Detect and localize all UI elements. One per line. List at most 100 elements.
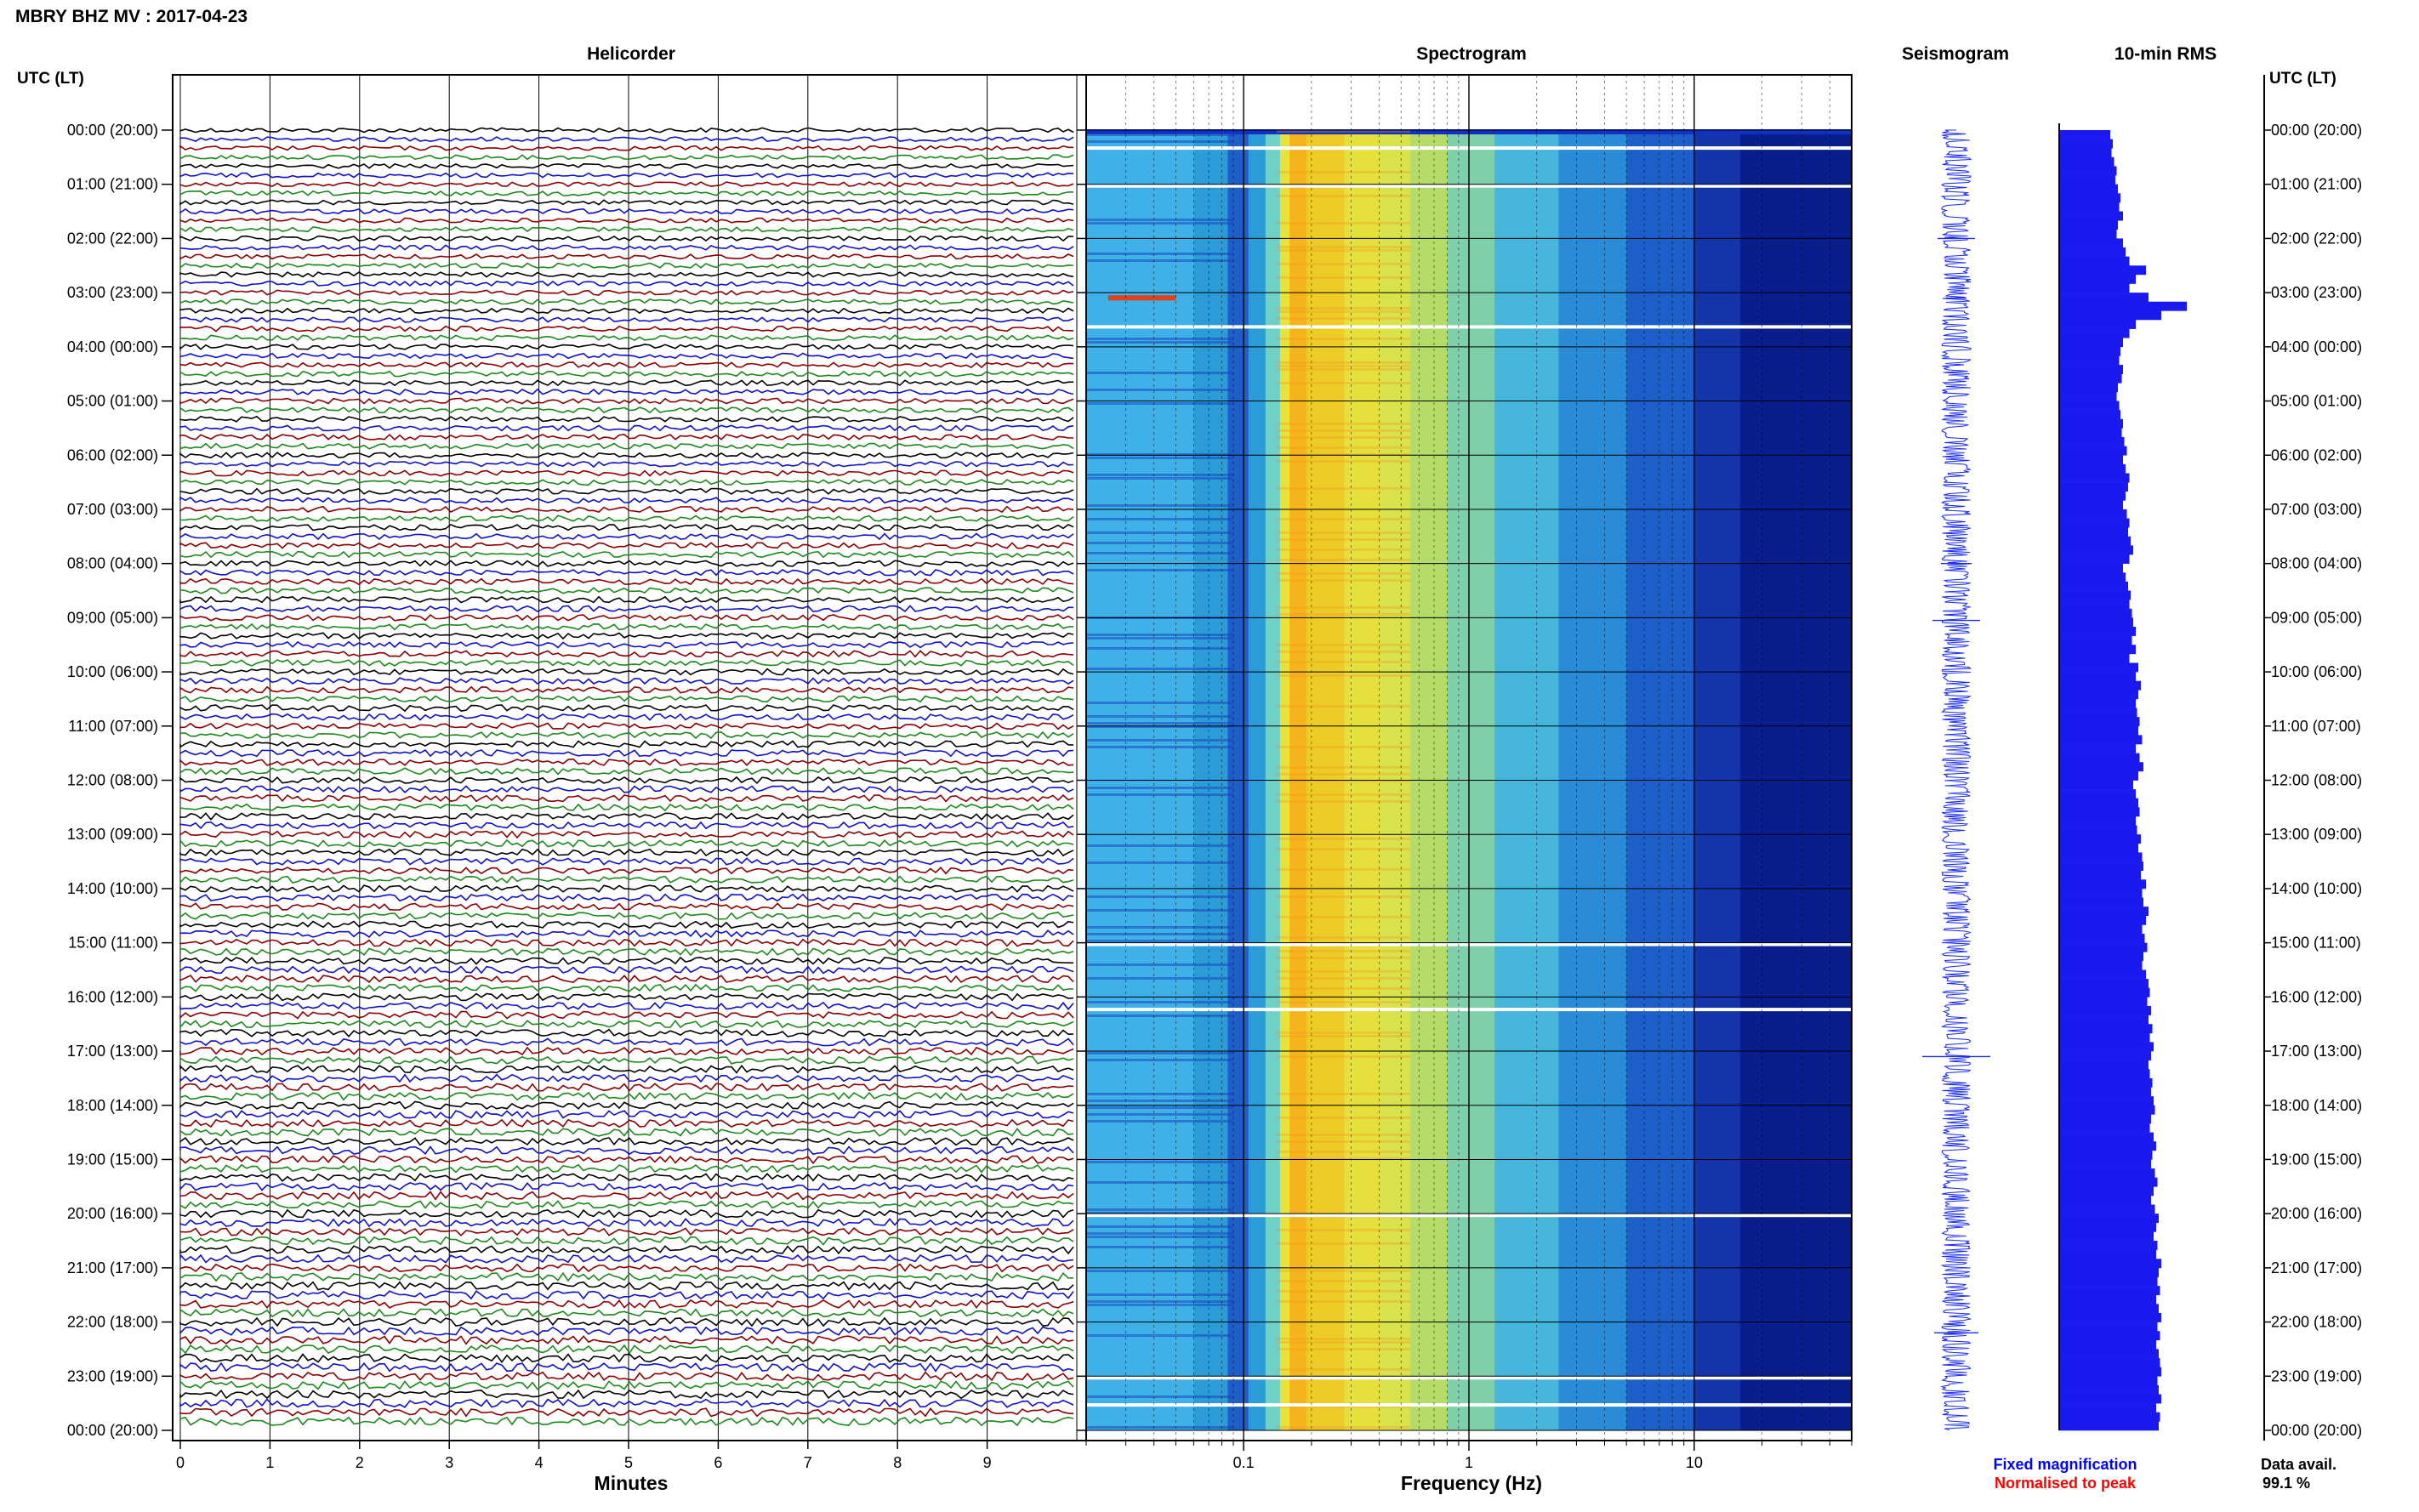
helicorder-traces (179, 127, 1074, 1427)
helicorder-trace (179, 343, 1074, 350)
helicorder-trace (179, 1361, 1074, 1373)
rms-bar (2059, 897, 2143, 907)
spectrogram-peak-band-row (1276, 1117, 1411, 1119)
rms-bar (2059, 672, 2136, 681)
helicorder-trace (179, 1208, 1074, 1219)
helicorder-trace (179, 352, 1074, 360)
rms-bar (2059, 662, 2138, 673)
time-label-right: 20:00 (16:00) (2271, 1205, 2362, 1222)
spectrogram-gridlines (1085, 75, 1853, 1441)
spectrogram-peak-band-row (1276, 644, 1411, 646)
spectrogram-peak-band-row (1276, 1300, 1411, 1303)
helicorder-trace (179, 838, 1074, 848)
helicorder-trace (179, 595, 1074, 604)
time-label-left: 07:00 (03:00) (67, 501, 158, 518)
rms-title: 10-min RMS (2114, 44, 2217, 64)
helicorder-trace (179, 397, 1074, 405)
rms-bar (2059, 934, 2145, 943)
helicorder-trace (179, 902, 1074, 911)
spectrogram-peak-band-row (1276, 361, 1411, 364)
spectrogram-title: Spectrogram (1416, 44, 1527, 64)
spectrogram-low-frequency-row (1086, 637, 1233, 639)
rms-bar (2059, 211, 2123, 221)
helicorder-trace (179, 1371, 1074, 1382)
spectrogram-low-frequency-row (1086, 1225, 1233, 1228)
rms-bar (2059, 635, 2132, 645)
helicorder-trace (179, 640, 1074, 649)
rms-bar (2059, 762, 2143, 772)
helicorder-trace (179, 253, 1074, 260)
rms-bar (2059, 825, 2137, 835)
rms-bar (2059, 1024, 2153, 1034)
time-label-left: 22:00 (18:00) (67, 1314, 158, 1331)
station-title: MBRY BHZ MV : 2017-04-23 (15, 7, 248, 26)
helicorder-x-axis: 0 1 2 3 4 5 6 7 8 9 (176, 1441, 992, 1471)
time-label-right: 02:00 (22:00) (2271, 230, 2362, 247)
helicorder-trace (179, 235, 1074, 242)
spectrogram-peak-band-row (1276, 1055, 1411, 1058)
helicorder-trace (179, 1010, 1074, 1020)
spectrogram-low-frequency-row (1086, 531, 1233, 534)
spectrogram-peak-band-row (1276, 977, 1411, 980)
spectrogram-low-frequency-row (1086, 134, 1233, 136)
spectrogram-low-frequency-row (1086, 702, 1233, 704)
rms-bar (2059, 554, 2130, 564)
time-label-left: 18:00 (14:00) (67, 1097, 158, 1114)
rms-bar (2059, 563, 2123, 573)
spectrogram-low-frequency-row (1086, 1212, 1233, 1214)
rms-bar (2059, 870, 2141, 880)
rms-bar (2059, 1403, 2156, 1413)
spectrogram-peak-band-row (1276, 606, 1411, 609)
rms-bar (2059, 680, 2141, 691)
helicorder-trace (179, 1344, 1074, 1355)
rms-bar (2059, 1412, 2160, 1422)
spectrogram-peak-band-row (1276, 674, 1411, 677)
rms-bar (2059, 473, 2130, 483)
spectrogram-peak-band-row (1276, 436, 1411, 439)
helicorder-trace (179, 145, 1073, 151)
helicorder-trace (179, 730, 1074, 740)
rms-bar (2059, 1032, 2150, 1043)
rms-bar (2059, 969, 2146, 980)
helicorder-trace (179, 1028, 1074, 1037)
rms-bar (2059, 527, 2128, 537)
spectrogram-low-frequency-row (1086, 1208, 1233, 1211)
spectrogram-low-frequency-row (1086, 453, 1233, 456)
spectrogram-peak-band-row (1276, 263, 1411, 265)
helicorder-trace (179, 740, 1074, 748)
rms-bar (2059, 365, 2123, 374)
rms-bar (2059, 410, 2120, 420)
spectrogram-peak-band-row (1276, 310, 1411, 313)
spectrogram-peak-band-row (1276, 793, 1411, 796)
spectrogram-panel: Spectrogram 0.1 1 10 Frequency (Hz) (1085, 44, 1853, 1494)
helicorder-trace (179, 893, 1074, 902)
spectrogram-low-frequency-row (1086, 1161, 1233, 1163)
spectrogram-peak-band-row (1276, 1134, 1411, 1136)
rms-bar (2059, 600, 2130, 610)
spectrogram-peak-band-row (1276, 957, 1411, 959)
spectrogram-low-frequency-row (1086, 1059, 1233, 1061)
rms-bar (2059, 1114, 2151, 1124)
time-label-left: 02:00 (22:00) (67, 230, 158, 247)
rms-bar (2059, 915, 2146, 925)
spectrogram-x-tick-label: 10 (1686, 1454, 1703, 1471)
spectrogram-peak-band-row (1276, 1338, 1411, 1340)
helicorder-trace (179, 857, 1074, 866)
helicorder-trace (179, 334, 1074, 342)
spectrogram-low-frequency-row (1086, 1015, 1233, 1017)
helicorder-trace (179, 1037, 1074, 1047)
spectrogram-peak-band-row (1276, 1229, 1411, 1231)
rms-bar (2059, 807, 2140, 817)
spectrogram-peak-band-row (1276, 453, 1411, 456)
spectrogram-low-frequency-row (1086, 1113, 1233, 1116)
helicorder-trace (179, 1353, 1074, 1364)
time-label-left: 08:00 (04:00) (67, 555, 158, 572)
helicorder-trace (179, 1001, 1074, 1011)
time-label-right: 13:00 (09:00) (2271, 826, 2362, 843)
helicorder-trace (179, 1110, 1074, 1119)
rms-bar (2059, 979, 2149, 989)
spectrogram-low-frequency-row (1086, 787, 1233, 789)
spectrogram-low-frequency-row (1086, 474, 1233, 476)
rms-bar (2059, 1331, 2160, 1341)
time-label-left: 14:00 (10:00) (67, 880, 158, 897)
